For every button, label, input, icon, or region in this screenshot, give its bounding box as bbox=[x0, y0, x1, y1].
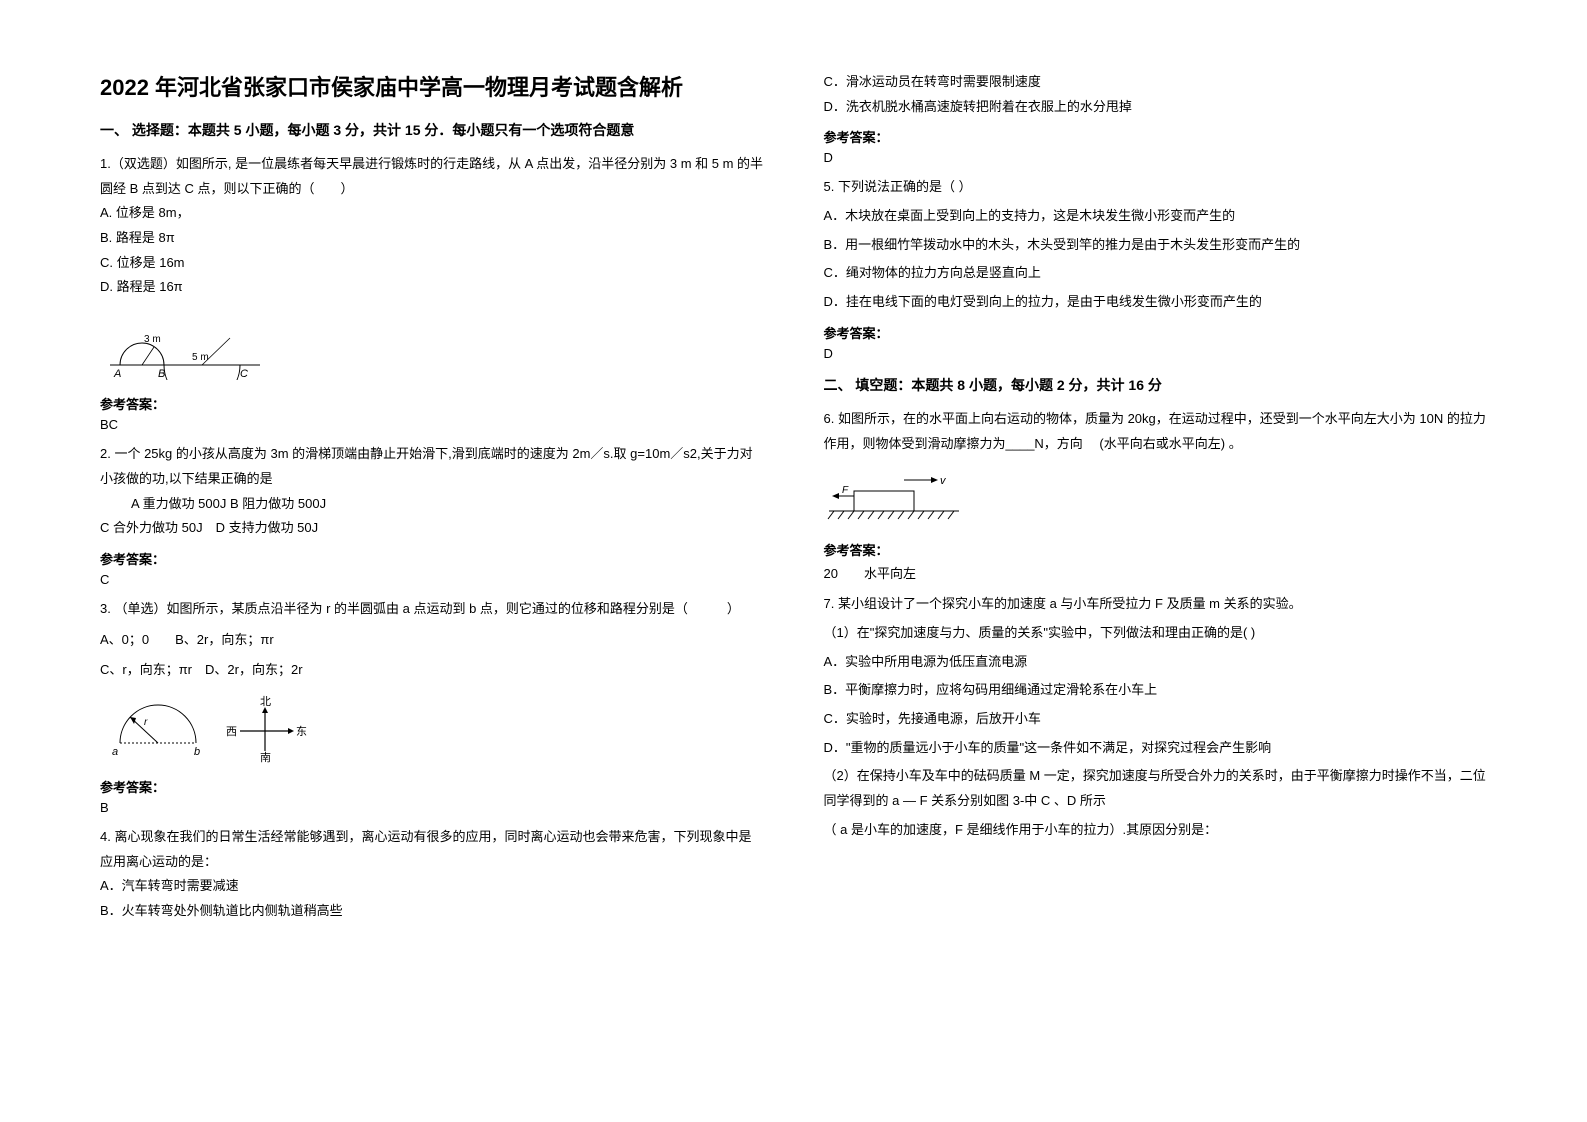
svg-text:西: 西 bbox=[226, 726, 237, 738]
q5-answer-label: 参考答案： bbox=[824, 323, 1488, 342]
q6-figure: F v bbox=[824, 466, 1488, 526]
document-title: 2022 年河北省张家口市侯家庙中学高一物理月考试题含解析 bbox=[100, 70, 764, 102]
q7-sub2: （2）在保持小车及车中的砝码质量 M 一定，探究加速度与所受合外力的关系时，由于… bbox=[824, 764, 1488, 813]
svg-text:东: 东 bbox=[296, 725, 307, 738]
q2-line2: C 合外力做功 50J D 支持力做功 50J bbox=[100, 516, 764, 541]
q3-answer: B bbox=[100, 800, 764, 815]
q4-opt-a: A．汽车转弯时需要减速 bbox=[100, 874, 764, 899]
q4-opt-c: C．滑冰运动员在转弯时需要限制速度 bbox=[824, 70, 1488, 95]
question-4-cont: C．滑冰运动员在转弯时需要限制速度 D．洗衣机脱水桶高速旋转把附着在衣服上的水分… bbox=[824, 70, 1488, 165]
q2-text: 2. 一个 25kg 的小孩从高度为 3m 的滑梯顶端由静止开始滑下,滑到底端时… bbox=[100, 442, 764, 491]
q1-fig-r2: 5 m bbox=[192, 352, 209, 363]
q3-text: 3. （单选）如图所示，某质点沿半径为 r 的半圆弧由 a 点运动到 b 点，则… bbox=[100, 597, 764, 622]
q1-text: 1.（双选题）如图所示, 是一位晨练者每天早晨进行锻炼时的行走路线，从 A 点出… bbox=[100, 152, 764, 201]
svg-text:v: v bbox=[940, 475, 947, 487]
q6-answer: 20 水平向左 bbox=[824, 563, 1488, 582]
q5-text: 5. 下列说法正确的是（ ） bbox=[824, 175, 1488, 200]
question-2: 2. 一个 25kg 的小孩从高度为 3m 的滑梯顶端由静止开始滑下,滑到底端时… bbox=[100, 442, 764, 587]
q3-line1: A、0；0 B、2r，向东；πr bbox=[100, 628, 764, 653]
q5-opt-a: A．木块放在桌面上受到向上的支持力，这是木块发生微小形变而产生的 bbox=[824, 204, 1488, 229]
q3-figure: r a b 北 南 东 西 bbox=[100, 693, 764, 763]
q5-opt-d: D．挂在电线下面的电灯受到向上的拉力，是由于电线发生微小形变而产生的 bbox=[824, 290, 1488, 315]
q1-opt-b: B. 路程是 8π bbox=[100, 226, 764, 251]
q6-text: 6. 如图所示，在的水平面上向右运动的物体，质量为 20kg，在运动过程中，还受… bbox=[824, 407, 1488, 456]
svg-text:b: b bbox=[194, 746, 200, 758]
q2-line1: A 重力做功 500J B 阻力做功 500J bbox=[100, 492, 764, 517]
q4-text: 4. 离心现象在我们的日常生活经常能够遇到，离心运动有很多的应用，同时离心运动也… bbox=[100, 825, 764, 874]
q7-sub3: （ a 是小车的加速度，F 是细线作用于小车的拉力）.其原因分别是： bbox=[824, 818, 1488, 843]
q2-answer: C bbox=[100, 572, 764, 587]
svg-text:北: 北 bbox=[260, 695, 271, 708]
question-6: 6. 如图所示，在的水平面上向右运动的物体，质量为 20kg，在运动过程中，还受… bbox=[824, 407, 1488, 582]
question-7: 7. 某小组设计了一个探究小车的加速度 a 与小车所受拉力 F 及质量 m 关系… bbox=[824, 592, 1488, 842]
q7-text: 7. 某小组设计了一个探究小车的加速度 a 与小车所受拉力 F 及质量 m 关系… bbox=[824, 592, 1488, 617]
q6-answer-label: 参考答案： bbox=[824, 540, 1488, 559]
left-column: 2022 年河北省张家口市侯家庙中学高一物理月考试题含解析 一、 选择题：本题共… bbox=[100, 70, 764, 1082]
q1-fig-a: A bbox=[113, 368, 121, 380]
q1-fig-r1: 3 m bbox=[144, 334, 161, 345]
q7-opt-b: B．平衡摩擦力时，应将勾码用细绳通过定滑轮系在小车上 bbox=[824, 678, 1488, 703]
q4-answer: D bbox=[824, 150, 1488, 165]
q5-opt-b: B．用一根细竹竿拨动水中的木头，木头受到竿的推力是由于木头发生形变而产生的 bbox=[824, 233, 1488, 258]
svg-text:南: 南 bbox=[260, 751, 271, 763]
q1-fig-b: B bbox=[158, 368, 165, 380]
q4-opt-b: B．火车转弯处外侧轨道比内侧轨道稍高些 bbox=[100, 899, 764, 924]
q3-answer-label: 参考答案： bbox=[100, 777, 764, 796]
q1-answer: BC bbox=[100, 417, 764, 432]
question-5: 5. 下列说法正确的是（ ） A．木块放在桌面上受到向上的支持力，这是木块发生微… bbox=[824, 175, 1488, 360]
q1-fig-c: C bbox=[240, 368, 248, 380]
q3-line2: C、r，向东；πr D、2r，向东；2r bbox=[100, 658, 764, 683]
q1-opt-d: D. 路程是 16π bbox=[100, 275, 764, 300]
right-column: C．滑冰运动员在转弯时需要限制速度 D．洗衣机脱水桶高速旋转把附着在衣服上的水分… bbox=[824, 70, 1488, 1082]
q4-opt-d: D．洗衣机脱水桶高速旋转把附着在衣服上的水分甩掉 bbox=[824, 95, 1488, 120]
svg-text:a: a bbox=[112, 746, 118, 758]
question-3: 3. （单选）如图所示，某质点沿半径为 r 的半圆弧由 a 点运动到 b 点，则… bbox=[100, 597, 764, 815]
section-2-header: 二、 填空题：本题共 8 小题，每小题 2 分，共计 16 分 bbox=[824, 375, 1488, 395]
question-1: 1.（双选题）如图所示, 是一位晨练者每天早晨进行锻炼时的行走路线，从 A 点出… bbox=[100, 152, 764, 432]
q7-opt-d: D．"重物的质量远小于小车的质量"这一条件如不满足，对探究过程会产生影响 bbox=[824, 736, 1488, 761]
q5-opt-c: C．绳对物体的拉力方向总是竖直向上 bbox=[824, 261, 1488, 286]
q7-opt-c: C．实验时，先接通电源，后放开小车 bbox=[824, 707, 1488, 732]
q2-answer-label: 参考答案： bbox=[100, 549, 764, 568]
svg-text:r: r bbox=[144, 717, 148, 728]
q1-answer-label: 参考答案： bbox=[100, 394, 764, 413]
question-4: 4. 离心现象在我们的日常生活经常能够遇到，离心运动有很多的应用，同时离心运动也… bbox=[100, 825, 764, 924]
q4-answer-label: 参考答案： bbox=[824, 127, 1488, 146]
svg-text:F: F bbox=[842, 485, 849, 496]
q1-figure: 3 m 5 m A B C bbox=[100, 310, 764, 380]
q7-sub1: （1）在"探究加速度与力、质量的关系"实验中，下列做法和理由正确的是( ) bbox=[824, 621, 1488, 646]
q1-opt-c: C. 位移是 16m bbox=[100, 251, 764, 276]
q7-opt-a: A．实验中所用电源为低压直流电源 bbox=[824, 650, 1488, 675]
q5-answer: D bbox=[824, 346, 1488, 361]
section-1-header: 一、 选择题：本题共 5 小题，每小题 3 分，共计 15 分．每小题只有一个选… bbox=[100, 120, 764, 140]
q1-opt-a: A. 位移是 8m， bbox=[100, 201, 764, 226]
